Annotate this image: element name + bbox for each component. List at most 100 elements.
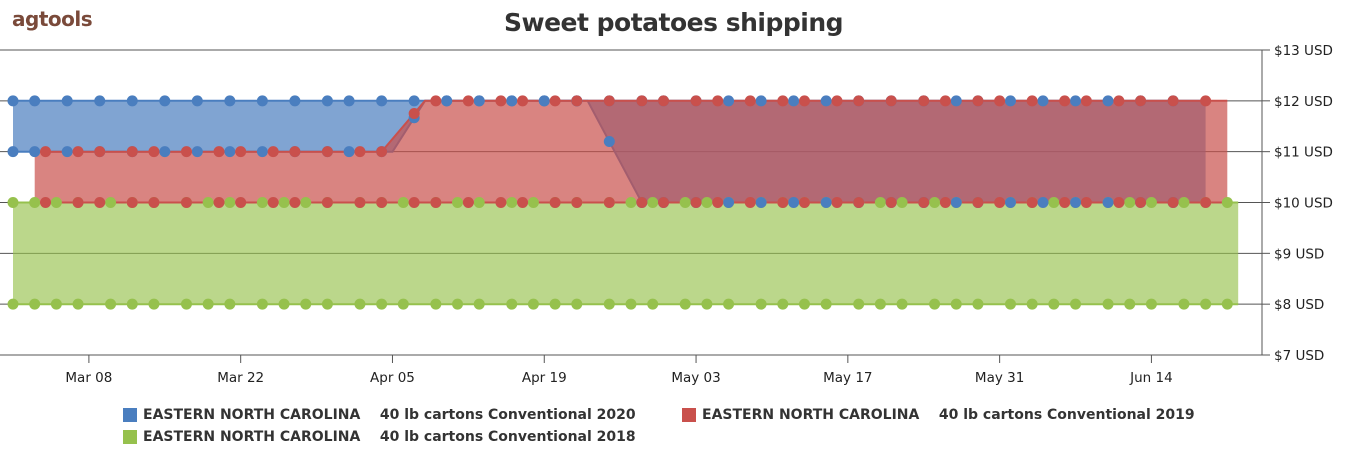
series-marker xyxy=(343,95,355,107)
series-marker xyxy=(72,298,84,310)
series-marker xyxy=(72,146,84,158)
series-marker xyxy=(397,197,409,208)
series-marker xyxy=(7,298,19,310)
series-marker xyxy=(994,95,1006,107)
series-marker xyxy=(549,197,561,208)
series-marker xyxy=(603,95,615,107)
series-marker xyxy=(267,146,279,158)
series-area xyxy=(34,100,1228,203)
series-marker xyxy=(148,298,160,310)
series-marker xyxy=(408,95,420,107)
series-marker xyxy=(777,298,789,310)
y-tick-label: $13 USD xyxy=(1274,43,1333,59)
series-marker xyxy=(1059,197,1071,208)
series-marker xyxy=(159,146,171,158)
series-marker xyxy=(1070,197,1082,208)
series-marker xyxy=(885,95,897,107)
series-marker xyxy=(506,95,518,107)
y-tick-label: $11 USD xyxy=(1274,145,1333,161)
series-marker xyxy=(126,197,138,208)
series-marker xyxy=(148,197,160,208)
series-marker xyxy=(61,146,73,158)
series-marker xyxy=(1037,197,1049,208)
series-marker xyxy=(213,146,225,158)
series-marker xyxy=(755,95,767,107)
series-marker xyxy=(1124,197,1136,208)
series-marker xyxy=(820,298,832,310)
series-marker xyxy=(603,136,615,147)
series-marker xyxy=(126,146,138,158)
series-marker xyxy=(1102,298,1114,310)
series-marker xyxy=(777,95,789,107)
series-marker xyxy=(939,197,951,208)
series-marker xyxy=(180,298,192,310)
legend-item-2018[interactable]: EASTERN NORTH CAROLINA 40 lb cartons Con… xyxy=(123,429,636,445)
series-marker xyxy=(289,95,301,107)
series-marker xyxy=(256,197,268,208)
series-marker xyxy=(820,95,832,107)
series-marker xyxy=(918,95,930,107)
series-marker xyxy=(571,298,583,310)
series-marker xyxy=(235,197,247,208)
series-marker xyxy=(1167,95,1179,107)
series-marker xyxy=(180,146,192,158)
series-marker xyxy=(1178,197,1190,208)
series-marker xyxy=(354,298,366,310)
series-marker xyxy=(397,298,409,310)
series-marker xyxy=(202,298,214,310)
series-marker xyxy=(798,298,810,310)
series-marker xyxy=(40,146,52,158)
series-marker xyxy=(647,197,659,208)
series-marker xyxy=(1004,298,1016,310)
series-marker xyxy=(452,298,464,310)
series-marker xyxy=(473,197,485,208)
series-marker xyxy=(788,197,800,208)
series-marker xyxy=(972,95,984,107)
series-marker xyxy=(462,197,474,208)
x-tick-label: Apr 05 xyxy=(370,370,415,386)
legend-item-2019[interactable]: EASTERN NORTH CAROLINA 40 lb cartons Con… xyxy=(682,407,1195,423)
series-marker xyxy=(1102,95,1114,107)
series-marker xyxy=(647,298,659,310)
chart-area: $13 USD $12 USD $11 USD $10 USD $9 USD $8 USD… xyxy=(0,43,1333,386)
series-marker xyxy=(658,197,670,208)
series-marker xyxy=(939,95,951,107)
series-marker xyxy=(495,197,507,208)
series-marker xyxy=(376,197,388,208)
series-marker xyxy=(506,298,518,310)
series-marker xyxy=(278,197,290,208)
series-marker xyxy=(929,197,941,208)
series-marker xyxy=(278,298,290,310)
series-marker xyxy=(625,197,637,208)
series-marker xyxy=(636,197,648,208)
series-marker xyxy=(777,197,789,208)
series-marker xyxy=(1145,298,1157,310)
series-marker xyxy=(603,197,615,208)
series-marker xyxy=(690,197,702,208)
series-marker xyxy=(1124,298,1136,310)
series-marker xyxy=(40,197,52,208)
series-marker xyxy=(1037,95,1049,107)
series-marker xyxy=(1004,95,1016,107)
legend-item-2020[interactable]: EASTERN NORTH CAROLINA 40 lb cartons Con… xyxy=(123,407,636,423)
series-marker xyxy=(29,197,41,208)
series-marker xyxy=(462,95,474,107)
series-marker xyxy=(1059,95,1071,107)
series-marker xyxy=(213,197,225,208)
series-marker xyxy=(1080,197,1092,208)
series-marker xyxy=(1113,95,1125,107)
series-marker xyxy=(538,95,550,107)
series-marker xyxy=(191,146,203,158)
legend-label-2019: EASTERN NORTH CAROLINA 40 lb cartons Con… xyxy=(702,407,1195,423)
series-marker xyxy=(527,298,539,310)
series-marker xyxy=(679,298,691,310)
series-marker xyxy=(354,197,366,208)
series-marker xyxy=(1004,197,1016,208)
series-marker xyxy=(1145,197,1157,208)
series-marker xyxy=(755,197,767,208)
x-tick-label: Mar 22 xyxy=(217,370,264,386)
y-tick-label: $7 USD xyxy=(1274,348,1324,364)
series-marker xyxy=(658,95,670,107)
series-marker xyxy=(430,197,442,208)
series-marker xyxy=(105,298,117,310)
